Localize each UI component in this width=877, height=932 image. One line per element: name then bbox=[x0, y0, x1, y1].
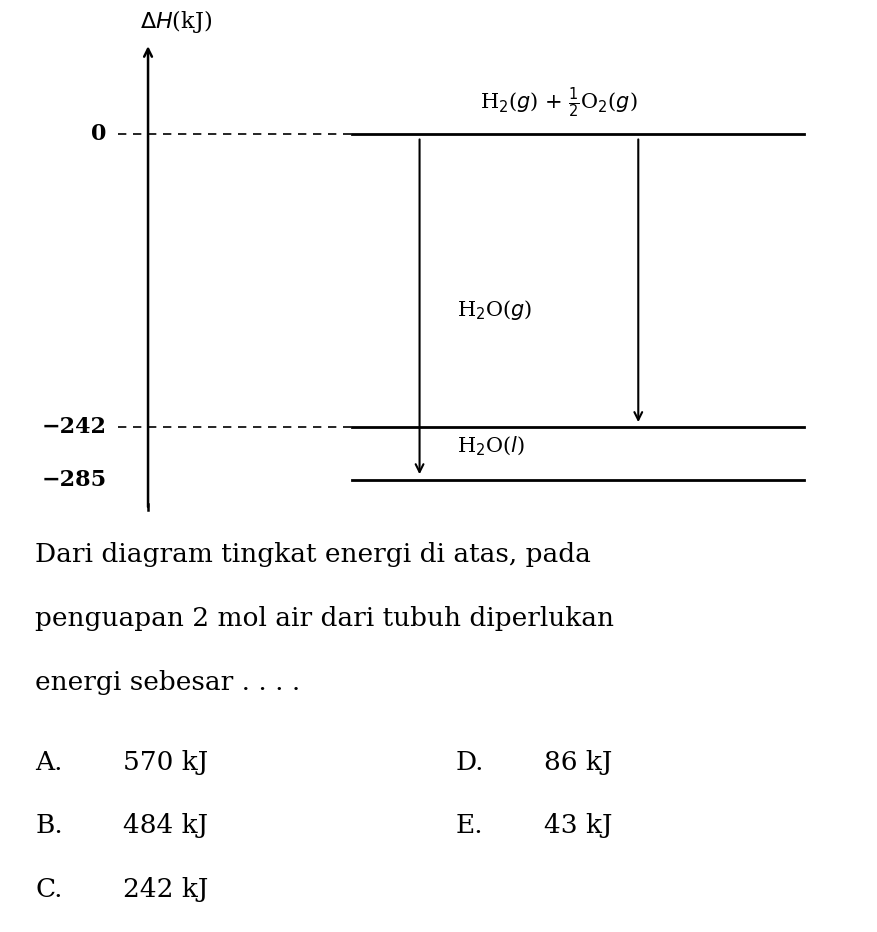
Text: $\Delta H$(kJ): $\Delta H$(kJ) bbox=[140, 7, 212, 34]
Text: E.: E. bbox=[456, 813, 483, 838]
Text: 0: 0 bbox=[91, 123, 107, 145]
Text: 43 kJ: 43 kJ bbox=[544, 813, 612, 838]
Text: 570 kJ: 570 kJ bbox=[123, 749, 208, 774]
Text: energi sebesar . . . .: energi sebesar . . . . bbox=[35, 669, 300, 694]
Text: 86 kJ: 86 kJ bbox=[544, 749, 612, 774]
Text: penguapan 2 mol air dari tubuh diperlukan: penguapan 2 mol air dari tubuh diperluka… bbox=[35, 606, 614, 631]
Text: H$_2$O($g$): H$_2$O($g$) bbox=[457, 298, 532, 322]
Text: −242: −242 bbox=[41, 417, 107, 438]
Text: Dari diagram tingkat energi di atas, pada: Dari diagram tingkat energi di atas, pad… bbox=[35, 542, 591, 568]
Text: A.: A. bbox=[35, 749, 62, 774]
Text: −285: −285 bbox=[41, 469, 107, 490]
Text: H$_2$O($l$): H$_2$O($l$) bbox=[457, 435, 525, 459]
Text: H$_2$($g$) + $\frac{1}{2}$O$_2$($g$): H$_2$($g$) + $\frac{1}{2}$O$_2$($g$) bbox=[480, 85, 638, 119]
Text: 484 kJ: 484 kJ bbox=[123, 813, 208, 838]
Text: 242 kJ: 242 kJ bbox=[123, 877, 208, 901]
Text: B.: B. bbox=[35, 813, 63, 838]
Text: C.: C. bbox=[35, 877, 62, 901]
Text: D.: D. bbox=[456, 749, 484, 774]
